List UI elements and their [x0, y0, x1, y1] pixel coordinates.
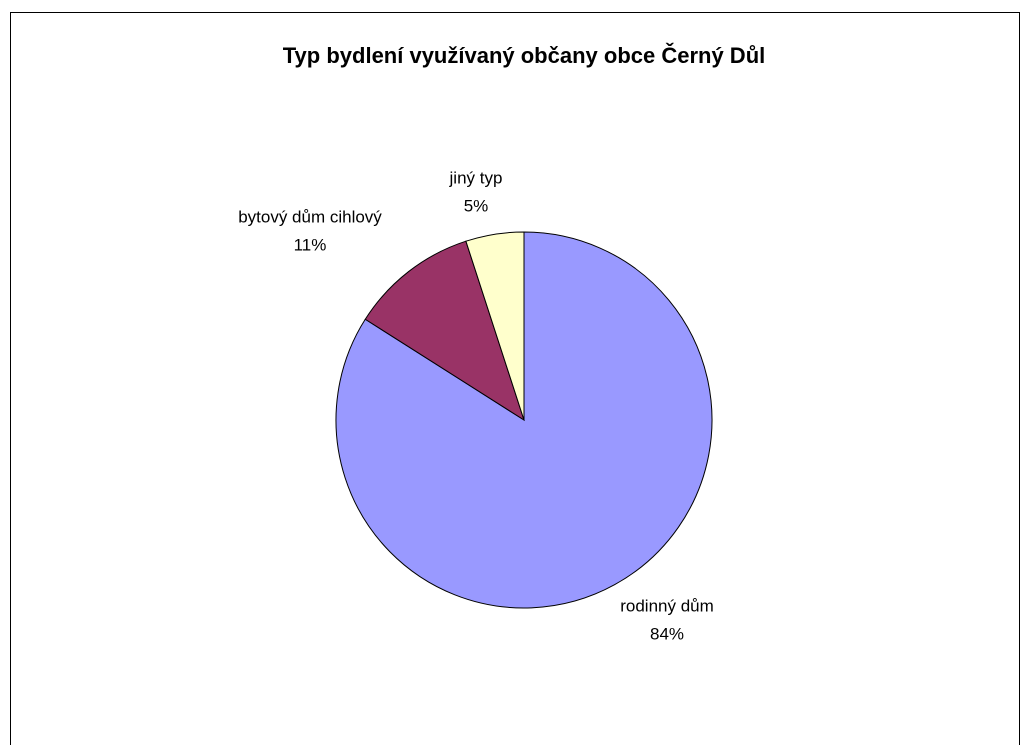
- pie-slice: [364, 240, 525, 422]
- slice-value-label: 84%: [650, 624, 684, 643]
- chart-title: Typ bydlení využívaný občany obce Černý …: [283, 43, 766, 68]
- slice-value-label: 11%: [294, 235, 327, 254]
- pie-slice: [465, 231, 525, 421]
- slice-label: rodinný dům: [620, 596, 714, 615]
- slice-value-label: 5%: [464, 196, 489, 215]
- slice-label: bytový dům cihlový: [238, 207, 382, 226]
- slice-label: jiný typ: [449, 168, 503, 187]
